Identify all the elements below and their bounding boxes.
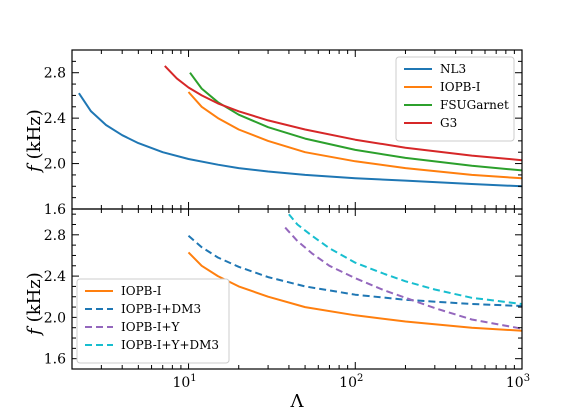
bottom-y-tick-label: 1.6 xyxy=(44,352,66,368)
bottom-y-tick-label: 2.4 xyxy=(44,269,66,285)
bottom-legend-label-iopb-i-dm3: IOPB-I+DM3 xyxy=(121,302,201,316)
bottom-legend-label-iopb-i: IOPB-I xyxy=(121,284,162,298)
top-panel: 1.6 2.0 2.4 2.8 NL3 IOPB-I FSUGarnet G3 f(kHz) xyxy=(24,49,523,218)
bottom-legend: IOPB-I IOPB-I+DM3 IOPB-I+Y IOPB-I+Y+DM3 xyxy=(76,278,230,364)
top-legend-label-g3: G3 xyxy=(440,116,457,130)
x-tick-label: 102 xyxy=(339,373,363,391)
top-y-tick-label: 2.8 xyxy=(44,66,66,82)
top-legend-box xyxy=(395,56,515,142)
top-series-lines xyxy=(78,65,522,188)
top-series-g3 xyxy=(164,65,522,162)
bottom-legend-label-iopb-i-y-dm3: IOPB-I+Y+DM3 xyxy=(121,338,219,352)
top-y-tick-label: 2.4 xyxy=(44,111,66,127)
bottom-y-axis-label: f(kHz) xyxy=(24,272,45,337)
top-series-iopb-i xyxy=(187,91,522,180)
top-series-nl3 xyxy=(78,92,522,188)
bottom-legend-box xyxy=(76,278,230,364)
x-tick-label: 103 xyxy=(506,373,530,391)
bottom-series-iopb-i-dm3 xyxy=(187,235,522,307)
x-tick-label: 101 xyxy=(172,373,196,391)
top-y-tick-label: 1.6 xyxy=(44,202,66,218)
top-legend-label-iopb-i: IOPB-I xyxy=(440,80,481,94)
bottom-ticks: 1.6 2.0 2.4 2.8 101 102 103 xyxy=(44,209,530,391)
x-axis-label: Λ xyxy=(290,391,305,412)
top-legend: NL3 IOPB-I FSUGarnet G3 xyxy=(395,56,515,142)
top-legend-label-nl3: NL3 xyxy=(440,62,466,76)
bottom-legend-label-iopb-i-y: IOPB-I+Y xyxy=(121,320,181,334)
bottom-axes-frame xyxy=(71,208,523,370)
bottom-y-tick-label: 2.0 xyxy=(44,310,66,326)
bottom-series-iopb-i xyxy=(187,251,522,332)
top-legend-label-fsugarnet: FSUGarnet xyxy=(440,98,509,112)
bottom-series-iopb-i-y xyxy=(284,226,522,330)
top-y-axis-label: f(kHz) xyxy=(24,109,45,174)
top-series-fsugarnet xyxy=(189,72,522,172)
bottom-series-iopb-i-y-dm3 xyxy=(288,213,522,305)
top-ticks: 1.6 2.0 2.4 2.8 xyxy=(44,49,523,218)
top-y-tick-label: 2.0 xyxy=(44,157,66,173)
bottom-y-tick-label: 2.8 xyxy=(44,228,66,244)
bottom-series-lines xyxy=(187,213,522,332)
